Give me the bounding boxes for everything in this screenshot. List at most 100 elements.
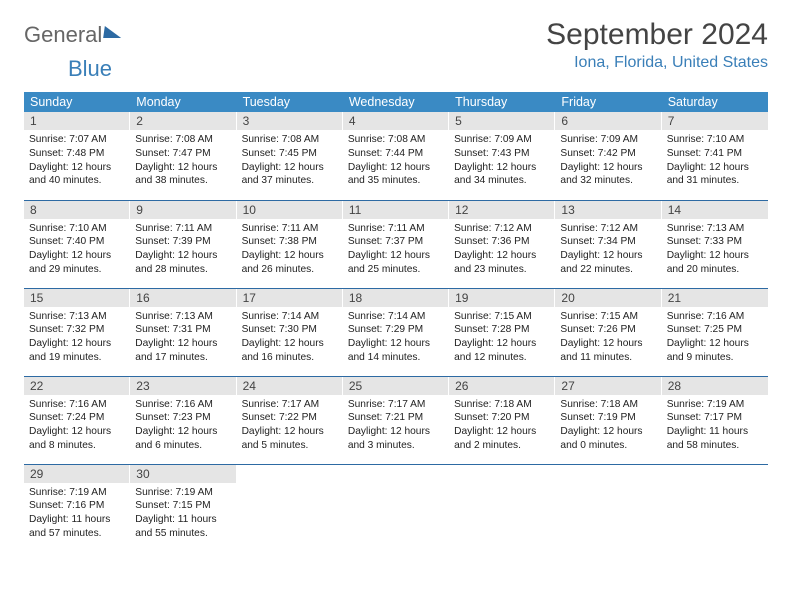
day-number: 26 bbox=[449, 377, 555, 395]
daylight-text-2: and 3 minutes. bbox=[348, 439, 444, 453]
calendar-body: 1Sunrise: 7:07 AMSunset: 7:48 PMDaylight… bbox=[24, 112, 768, 552]
day-number: 23 bbox=[130, 377, 236, 395]
sunrise-text: Sunrise: 7:17 AM bbox=[242, 398, 338, 412]
day-body: Sunrise: 7:19 AMSunset: 7:16 PMDaylight:… bbox=[24, 483, 130, 545]
calendar-day-cell: 10Sunrise: 7:11 AMSunset: 7:38 PMDayligh… bbox=[237, 200, 343, 288]
day-body: Sunrise: 7:13 AMSunset: 7:33 PMDaylight:… bbox=[662, 219, 768, 281]
day-number: 25 bbox=[343, 377, 449, 395]
sunset-text: Sunset: 7:48 PM bbox=[29, 147, 125, 161]
daylight-text-2: and 26 minutes. bbox=[242, 263, 338, 277]
daylight-text-2: and 25 minutes. bbox=[348, 263, 444, 277]
daylight-text-2: and 40 minutes. bbox=[29, 174, 125, 188]
day-body: Sunrise: 7:07 AMSunset: 7:48 PMDaylight:… bbox=[24, 130, 130, 192]
daylight-text-2: and 20 minutes. bbox=[667, 263, 763, 277]
sunset-text: Sunset: 7:42 PM bbox=[560, 147, 656, 161]
calendar-week-row: 1Sunrise: 7:07 AMSunset: 7:48 PMDaylight… bbox=[24, 112, 768, 200]
daylight-text-2: and 28 minutes. bbox=[135, 263, 231, 277]
calendar-week-row: 8Sunrise: 7:10 AMSunset: 7:40 PMDaylight… bbox=[24, 200, 768, 288]
day-body: Sunrise: 7:12 AMSunset: 7:34 PMDaylight:… bbox=[555, 219, 661, 281]
logo-text-1: General bbox=[24, 22, 102, 48]
sunset-text: Sunset: 7:19 PM bbox=[560, 411, 656, 425]
sunset-text: Sunset: 7:41 PM bbox=[667, 147, 763, 161]
day-body: Sunrise: 7:16 AMSunset: 7:23 PMDaylight:… bbox=[130, 395, 236, 457]
weekday-header: Wednesday bbox=[343, 92, 449, 112]
calendar-day-cell bbox=[662, 464, 768, 552]
daylight-text-2: and 32 minutes. bbox=[560, 174, 656, 188]
daylight-text-1: Daylight: 12 hours bbox=[135, 249, 231, 263]
sunrise-text: Sunrise: 7:17 AM bbox=[348, 398, 444, 412]
sunrise-text: Sunrise: 7:16 AM bbox=[135, 398, 231, 412]
weekday-header: Friday bbox=[555, 92, 661, 112]
daylight-text-2: and 9 minutes. bbox=[667, 351, 763, 365]
day-body: Sunrise: 7:14 AMSunset: 7:30 PMDaylight:… bbox=[237, 307, 343, 369]
daylight-text-2: and 5 minutes. bbox=[242, 439, 338, 453]
sunset-text: Sunset: 7:31 PM bbox=[135, 323, 231, 337]
day-number: 12 bbox=[449, 201, 555, 219]
daylight-text-1: Daylight: 12 hours bbox=[667, 161, 763, 175]
calendar-day-cell: 27Sunrise: 7:18 AMSunset: 7:19 PMDayligh… bbox=[555, 376, 661, 464]
daylight-text-2: and 16 minutes. bbox=[242, 351, 338, 365]
daylight-text-1: Daylight: 12 hours bbox=[348, 337, 444, 351]
title-block: September 2024 Iona, Florida, United Sta… bbox=[546, 18, 768, 72]
daylight-text-1: Daylight: 12 hours bbox=[29, 337, 125, 351]
day-body: Sunrise: 7:17 AMSunset: 7:22 PMDaylight:… bbox=[237, 395, 343, 457]
day-body: Sunrise: 7:11 AMSunset: 7:38 PMDaylight:… bbox=[237, 219, 343, 281]
sunset-text: Sunset: 7:38 PM bbox=[242, 235, 338, 249]
daylight-text-1: Daylight: 12 hours bbox=[667, 337, 763, 351]
day-number: 3 bbox=[237, 112, 343, 130]
sunrise-text: Sunrise: 7:08 AM bbox=[242, 133, 338, 147]
sunset-text: Sunset: 7:25 PM bbox=[667, 323, 763, 337]
day-number: 15 bbox=[24, 289, 130, 307]
sunset-text: Sunset: 7:26 PM bbox=[560, 323, 656, 337]
daylight-text-2: and 29 minutes. bbox=[29, 263, 125, 277]
daylight-text-1: Daylight: 12 hours bbox=[560, 161, 656, 175]
sunset-text: Sunset: 7:34 PM bbox=[560, 235, 656, 249]
sunset-text: Sunset: 7:22 PM bbox=[242, 411, 338, 425]
sunset-text: Sunset: 7:37 PM bbox=[348, 235, 444, 249]
day-body: Sunrise: 7:16 AMSunset: 7:25 PMDaylight:… bbox=[662, 307, 768, 369]
day-body: Sunrise: 7:18 AMSunset: 7:19 PMDaylight:… bbox=[555, 395, 661, 457]
daylight-text-1: Daylight: 12 hours bbox=[348, 161, 444, 175]
calendar-day-cell: 26Sunrise: 7:18 AMSunset: 7:20 PMDayligh… bbox=[449, 376, 555, 464]
sunset-text: Sunset: 7:30 PM bbox=[242, 323, 338, 337]
sunrise-text: Sunrise: 7:07 AM bbox=[29, 133, 125, 147]
daylight-text-1: Daylight: 12 hours bbox=[242, 337, 338, 351]
calendar-week-row: 22Sunrise: 7:16 AMSunset: 7:24 PMDayligh… bbox=[24, 376, 768, 464]
month-title: September 2024 bbox=[546, 18, 768, 52]
calendar-week-row: 15Sunrise: 7:13 AMSunset: 7:32 PMDayligh… bbox=[24, 288, 768, 376]
sunset-text: Sunset: 7:28 PM bbox=[454, 323, 550, 337]
day-number: 13 bbox=[555, 201, 661, 219]
sunset-text: Sunset: 7:44 PM bbox=[348, 147, 444, 161]
daylight-text-1: Daylight: 12 hours bbox=[135, 425, 231, 439]
sunset-text: Sunset: 7:47 PM bbox=[135, 147, 231, 161]
daylight-text-2: and 38 minutes. bbox=[135, 174, 231, 188]
daylight-text-2: and 34 minutes. bbox=[454, 174, 550, 188]
day-number: 10 bbox=[237, 201, 343, 219]
location: Iona, Florida, United States bbox=[546, 54, 768, 72]
daylight-text-1: Daylight: 12 hours bbox=[454, 337, 550, 351]
calendar-day-cell: 20Sunrise: 7:15 AMSunset: 7:26 PMDayligh… bbox=[555, 288, 661, 376]
calendar-day-cell: 13Sunrise: 7:12 AMSunset: 7:34 PMDayligh… bbox=[555, 200, 661, 288]
calendar-day-cell: 23Sunrise: 7:16 AMSunset: 7:23 PMDayligh… bbox=[130, 376, 236, 464]
day-body: Sunrise: 7:12 AMSunset: 7:36 PMDaylight:… bbox=[449, 219, 555, 281]
day-number: 19 bbox=[449, 289, 555, 307]
sunrise-text: Sunrise: 7:19 AM bbox=[29, 486, 125, 500]
sunset-text: Sunset: 7:43 PM bbox=[454, 147, 550, 161]
day-body: Sunrise: 7:10 AMSunset: 7:40 PMDaylight:… bbox=[24, 219, 130, 281]
daylight-text-1: Daylight: 12 hours bbox=[348, 425, 444, 439]
calendar-day-cell: 16Sunrise: 7:13 AMSunset: 7:31 PMDayligh… bbox=[130, 288, 236, 376]
daylight-text-2: and 8 minutes. bbox=[29, 439, 125, 453]
sunrise-text: Sunrise: 7:11 AM bbox=[242, 222, 338, 236]
day-number: 27 bbox=[555, 377, 661, 395]
daylight-text-2: and 57 minutes. bbox=[29, 527, 125, 541]
day-body: Sunrise: 7:08 AMSunset: 7:45 PMDaylight:… bbox=[237, 130, 343, 192]
sunset-text: Sunset: 7:45 PM bbox=[242, 147, 338, 161]
calendar-day-cell: 7Sunrise: 7:10 AMSunset: 7:41 PMDaylight… bbox=[662, 112, 768, 200]
daylight-text-1: Daylight: 11 hours bbox=[135, 513, 231, 527]
daylight-text-2: and 2 minutes. bbox=[454, 439, 550, 453]
daylight-text-2: and 35 minutes. bbox=[348, 174, 444, 188]
day-body: Sunrise: 7:15 AMSunset: 7:26 PMDaylight:… bbox=[555, 307, 661, 369]
calendar-header-row: Sunday Monday Tuesday Wednesday Thursday… bbox=[24, 92, 768, 112]
day-number: 5 bbox=[449, 112, 555, 130]
day-number bbox=[555, 465, 661, 483]
